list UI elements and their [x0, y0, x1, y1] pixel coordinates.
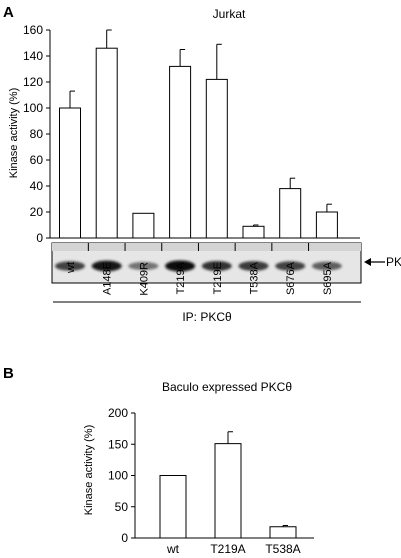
panel-a-category-labels: wt A148E K409R T219A T219E T538A S676A S695A: [65, 261, 334, 295]
panel-b-title: Baculo expressed PKCθ: [162, 380, 292, 394]
blot-band-s695a: [311, 261, 342, 271]
panel-a-category-label-k409r: K409R: [138, 262, 150, 296]
panel-a-category-label-s695a: S695A: [322, 261, 334, 295]
panel-a-bar-s695a: [315, 211, 338, 239]
panel-b-axis: 0 50 100 150 200: [108, 406, 314, 545]
panel-b-category-labels: wt T219A T538A: [166, 542, 301, 556]
panel-a-y-tick-label: 20: [30, 205, 44, 219]
panel-a-bar-t538a: [242, 225, 265, 239]
panel-b-bar-t538a: [269, 526, 297, 539]
blot-label: PKCθ: [386, 255, 401, 269]
blot-band-t219a: [165, 260, 196, 272]
panel-a: A Jurkat Kinase activity (%) 0 20 40 60 80 10…: [3, 4, 401, 324]
blot-band-t219e: [201, 261, 232, 271]
blot-band-a148e: [91, 260, 122, 272]
panel-a-y-tick-label: 100: [23, 101, 43, 115]
panel-a-category-label-wt: wt: [65, 262, 77, 274]
panel-a-bar-k409r: [132, 212, 155, 239]
blot-well-row: [52, 243, 361, 251]
panel-b-y-tick-label: 0: [121, 531, 128, 545]
panel-b-y-tick-label: 150: [108, 437, 128, 451]
panel-a-category-label-t219e: T219E: [212, 262, 224, 294]
panel-b-letter: B: [3, 365, 14, 382]
blot-band-s676a: [275, 261, 306, 271]
panel-b-y-tick-label: 50: [115, 500, 129, 514]
blot-band-k409r: [128, 261, 159, 271]
panel-a-bar-t219a: [169, 65, 192, 239]
panel-a-bar-s676a: [279, 188, 302, 239]
panel-b-y-tick-label: 100: [108, 469, 128, 483]
panel-b-bar-wt: [159, 475, 187, 539]
panel-a-category-label-s676a: S676A: [285, 261, 297, 295]
panel-a-category-label-t538a: T538A: [249, 261, 261, 294]
panel-b-category-label-t538a: T538A: [265, 542, 300, 556]
panel-b-category-label-t219a: T219A: [210, 542, 245, 556]
panel-a-bars: [59, 29, 338, 239]
panel-a-bar-wt: [59, 107, 81, 239]
panel-a-x-axis-label: IP: PKCθ: [182, 310, 232, 324]
panel-a-axis: 0 20 40 60 80 100 120 140 160: [23, 23, 360, 245]
panel-a-y-tick-label: 160: [23, 23, 43, 37]
panel-a-title: Jurkat: [213, 7, 246, 21]
panel-b: B Baculo expressed PKCθ Kinase activity …: [3, 365, 314, 556]
panel-b-bar-t219a: [214, 443, 242, 539]
panel-a-category-label-t219a: T219A: [175, 261, 187, 294]
panel-b-bars: [159, 431, 297, 539]
panel-a-y-tick-label: 0: [36, 231, 43, 245]
panel-b-y-axis-label: Kinase activity (%): [83, 425, 95, 515]
panel-b-y-tick-label: 200: [108, 406, 128, 420]
panel-a-blot: PKCθ: [51, 242, 401, 284]
blot-arrowhead-icon: [364, 258, 371, 266]
panel-a-y-tick-label: 80: [30, 127, 44, 141]
panel-a-y-axis-label: Kinase activity (%): [8, 88, 20, 178]
panel-a-y-tick-label: 120: [23, 75, 43, 89]
panel-a-bar-t219e: [205, 78, 228, 239]
panel-a-y-tick-label: 140: [23, 49, 43, 63]
panel-b-category-label-wt: wt: [166, 542, 180, 556]
panel-a-y-tick-label: 40: [30, 179, 44, 193]
panel-a-bar-a148e: [95, 47, 118, 239]
blot-band-wt: [55, 261, 85, 271]
panel-a-y-tick-label: 60: [30, 153, 44, 167]
panel-a-category-label-a148e: A148E: [102, 262, 114, 295]
panel-a-letter: A: [3, 4, 14, 21]
blot-band-t538a: [238, 261, 269, 271]
